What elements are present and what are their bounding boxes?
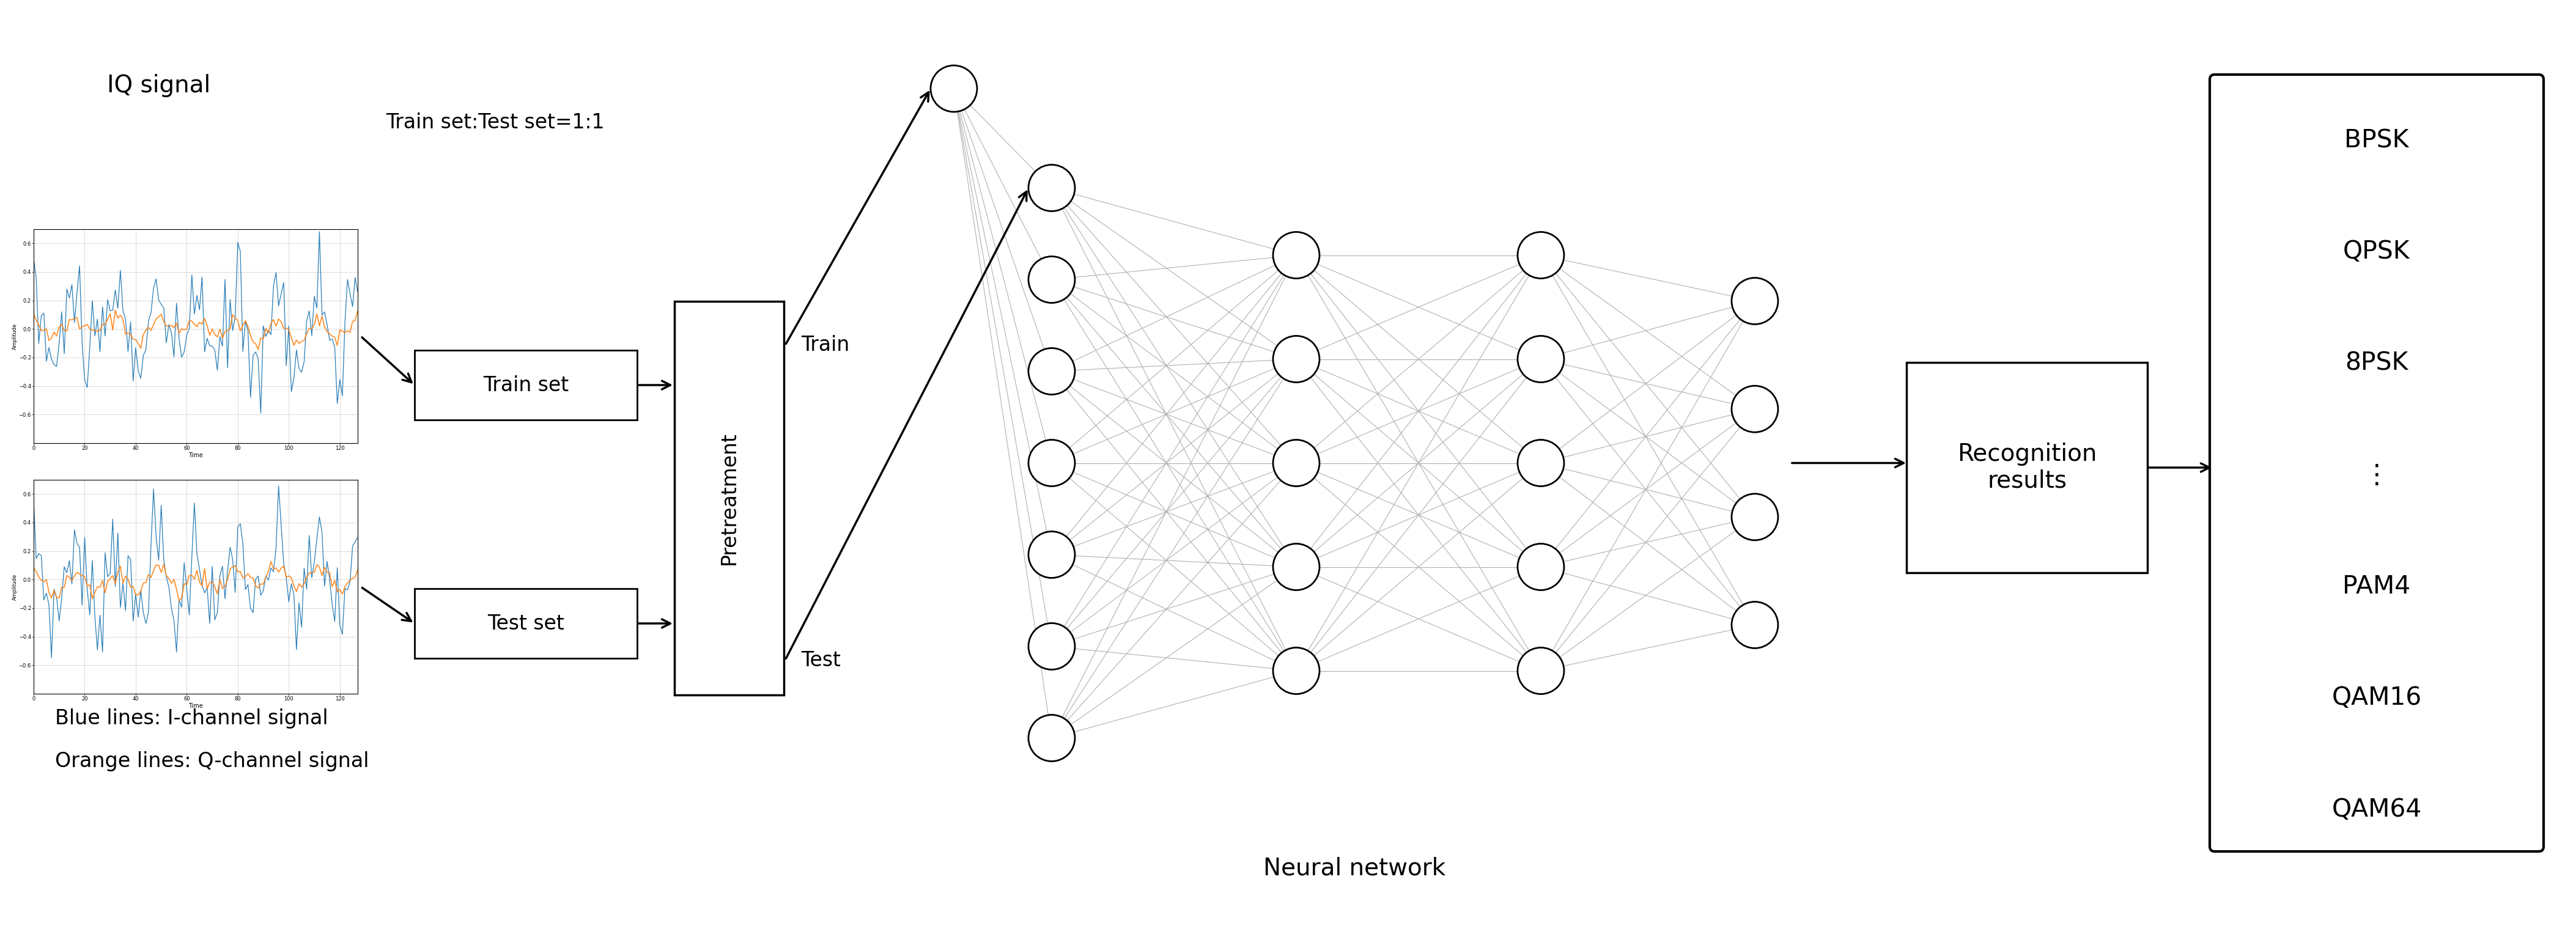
Circle shape [1273, 440, 1319, 486]
Text: Pretreatment: Pretreatment [719, 432, 739, 565]
FancyBboxPatch shape [675, 301, 783, 694]
Text: Train set:Test set=1:1: Train set:Test set=1:1 [386, 112, 605, 132]
FancyBboxPatch shape [2210, 75, 2543, 851]
Y-axis label: Amplitude: Amplitude [13, 323, 18, 349]
Circle shape [1273, 336, 1319, 382]
Circle shape [1731, 602, 1777, 648]
Text: QPSK: QPSK [2344, 240, 2411, 264]
Circle shape [1517, 647, 1564, 694]
Circle shape [1731, 278, 1777, 324]
Text: IQ signal: IQ signal [108, 74, 211, 97]
Circle shape [1028, 165, 1074, 211]
Text: BPSK: BPSK [2344, 129, 2409, 153]
Circle shape [1517, 544, 1564, 590]
Text: Test: Test [801, 650, 840, 670]
Circle shape [1273, 647, 1319, 694]
FancyBboxPatch shape [415, 350, 636, 419]
Text: Test set: Test set [487, 613, 564, 633]
Circle shape [1028, 623, 1074, 669]
Y-axis label: Amplitude: Amplitude [13, 573, 18, 600]
Circle shape [1517, 232, 1564, 279]
Circle shape [1273, 544, 1319, 590]
Circle shape [1028, 348, 1074, 394]
Circle shape [1731, 386, 1777, 432]
Text: Train: Train [801, 335, 850, 356]
Text: Neural network: Neural network [1262, 857, 1445, 880]
Text: Orange lines: Q-channel signal: Orange lines: Q-channel signal [54, 751, 368, 771]
FancyBboxPatch shape [415, 589, 636, 658]
Circle shape [930, 66, 976, 112]
Circle shape [1731, 494, 1777, 540]
X-axis label: Time: Time [188, 452, 204, 458]
Text: PAM4: PAM4 [2342, 574, 2411, 599]
Text: QAM64: QAM64 [2331, 797, 2421, 822]
FancyBboxPatch shape [1906, 362, 2148, 572]
Text: QAM16: QAM16 [2331, 686, 2421, 710]
Circle shape [1517, 336, 1564, 382]
Text: Recognition
results: Recognition results [1958, 443, 2097, 493]
Text: 8PSK: 8PSK [2344, 352, 2409, 376]
Text: Blue lines: I-channel signal: Blue lines: I-channel signal [54, 708, 327, 728]
Circle shape [1517, 440, 1564, 486]
Text: Train set: Train set [484, 375, 569, 395]
Circle shape [1273, 232, 1319, 279]
Circle shape [1028, 257, 1074, 303]
Text: ⋮: ⋮ [2365, 462, 2391, 488]
Circle shape [1028, 715, 1074, 761]
Circle shape [1028, 440, 1074, 486]
Circle shape [1028, 532, 1074, 578]
X-axis label: Time: Time [188, 703, 204, 708]
